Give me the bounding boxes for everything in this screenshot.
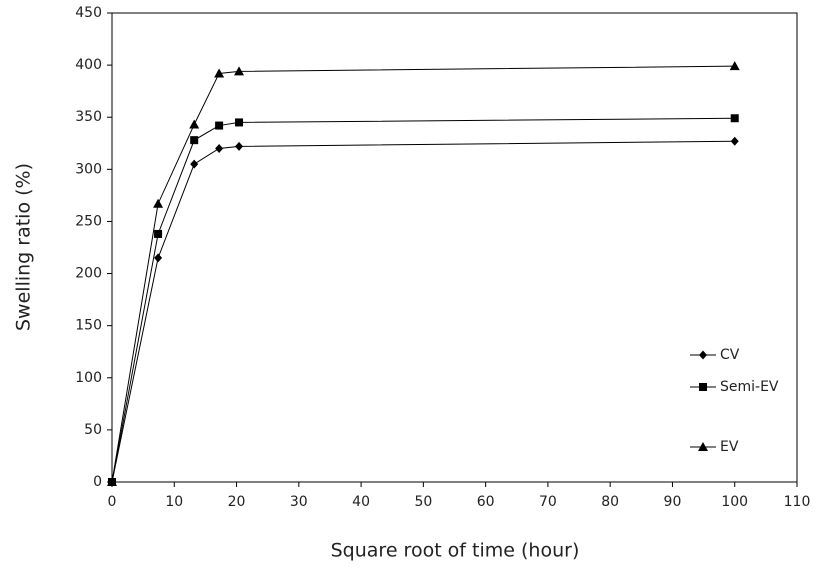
- marker: [699, 383, 707, 391]
- marker: [730, 114, 739, 123]
- y-tick-label: 450: [75, 5, 102, 21]
- legend-label: Semi-EV: [720, 379, 779, 395]
- series-line: [111, 140, 735, 483]
- marker: [730, 136, 739, 146]
- marker: [154, 253, 163, 263]
- marker: [190, 159, 199, 169]
- x-tick-label: 30: [290, 494, 308, 510]
- y-tick-label: 250: [75, 213, 102, 229]
- marker: [215, 143, 224, 153]
- x-tick-label: 60: [477, 494, 495, 510]
- marker: [190, 136, 199, 145]
- y-tick-label: 150: [75, 318, 102, 334]
- x-tick-label: 70: [539, 494, 557, 510]
- marker: [234, 66, 245, 76]
- x-tick-label: 20: [228, 494, 246, 510]
- y-tick-label: 400: [75, 57, 102, 73]
- x-tick-label: 50: [414, 494, 432, 510]
- marker: [153, 198, 164, 208]
- marker: [699, 350, 707, 360]
- marker: [214, 68, 225, 78]
- y-tick-label: 50: [84, 422, 102, 438]
- legend-label: EV: [720, 439, 739, 455]
- marker: [215, 121, 224, 130]
- x-tick-label: 0: [108, 494, 117, 510]
- y-axis-title: Swelling ratio (%): [13, 163, 35, 331]
- y-tick-label: 200: [75, 266, 102, 282]
- plot-frame: [111, 12, 798, 483]
- marker: [729, 61, 740, 71]
- marker: [698, 442, 708, 451]
- series-line: [111, 65, 735, 483]
- x-tick-label: 10: [165, 494, 183, 510]
- series-line: [111, 117, 735, 483]
- marker: [235, 118, 244, 127]
- x-axis-title: Square root of time (hour): [331, 540, 580, 562]
- marker: [235, 141, 244, 151]
- marker: [107, 477, 117, 486]
- x-tick-label: 90: [664, 494, 682, 510]
- marker: [154, 229, 163, 238]
- y-tick-label: 100: [75, 370, 102, 386]
- y-tick-label: 350: [75, 109, 102, 125]
- x-tick-label: 80: [601, 494, 619, 510]
- legend-label: CV: [720, 347, 740, 363]
- y-tick-label: 0: [93, 474, 102, 490]
- y-tick-label: 300: [75, 161, 102, 177]
- marker: [189, 119, 200, 129]
- x-tick-label: 40: [352, 494, 370, 510]
- x-tick-label: 100: [721, 494, 748, 510]
- x-tick-label: 110: [784, 494, 811, 510]
